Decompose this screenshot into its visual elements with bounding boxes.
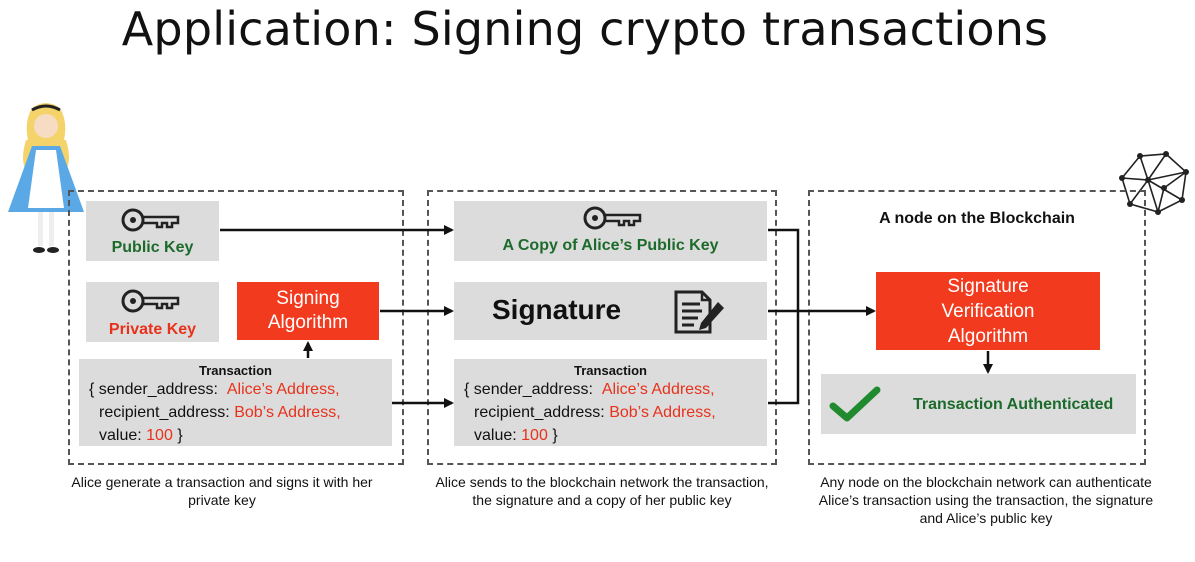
transaction-value-line: value: 100 } xyxy=(474,425,558,447)
sender-value: Alice’s Address, xyxy=(226,381,340,398)
private-key-label: Private Key xyxy=(108,321,197,338)
copy-public-key-label: A Copy of Alice’s Public Key xyxy=(502,237,719,254)
public-key-box: Public Key xyxy=(86,201,219,261)
recipient-value: Bob’s Address, xyxy=(234,404,341,421)
authenticated-box: Transaction Authenticated xyxy=(821,374,1136,434)
key-icon xyxy=(121,208,180,232)
public-key-label: Public Key xyxy=(111,239,194,256)
document-pen-icon xyxy=(674,290,724,334)
transaction-copy-box: Transaction { sender_address: Alice’s Ad… xyxy=(454,359,767,446)
key-icon xyxy=(583,206,642,230)
value-key: value: xyxy=(474,427,517,444)
brace-close: } xyxy=(552,427,558,444)
transaction-recipient-line: recipient_address: Bob’s Address, xyxy=(474,402,716,424)
caption-alice: Alice generate a transaction and signs i… xyxy=(71,474,373,508)
key-icon xyxy=(121,289,180,313)
value-key: value: xyxy=(99,427,142,444)
transaction-sender-line: { sender_address: Alice’s Address, xyxy=(89,379,340,401)
copy-public-key-box: A Copy of Alice’s Public Key xyxy=(454,201,767,261)
signature-box: Signature xyxy=(454,282,767,340)
sender-key: { sender_address: xyxy=(464,381,593,398)
transaction-recipient-line: recipient_address: Bob’s Address, xyxy=(99,402,341,424)
transaction-title: Transaction xyxy=(574,363,647,378)
signing-algorithm-box: Signing Algorithm xyxy=(237,282,379,340)
recipient-value: Bob’s Address, xyxy=(609,404,716,421)
checkmark-icon xyxy=(829,386,881,422)
caption-network: Alice sends to the blockchain network th… xyxy=(435,474,769,508)
authenticated-label: Transaction Authenticated xyxy=(913,396,1114,413)
verification-algorithm-box: Signature Verification Algorithm xyxy=(876,272,1100,350)
sender-value: Alice’s Address, xyxy=(601,381,715,398)
signature-label: Signature xyxy=(492,294,622,325)
panel-alice xyxy=(68,190,404,465)
alice-figure-icon xyxy=(8,103,84,253)
recipient-key: recipient_address: xyxy=(99,404,230,421)
private-key-box: Private Key xyxy=(86,282,219,342)
value-value: 100 xyxy=(146,427,173,444)
panel-node xyxy=(808,190,1146,465)
sender-key: { sender_address: xyxy=(89,381,218,398)
value-value: 100 xyxy=(521,427,548,444)
node-title: A node on the Blockchain xyxy=(879,210,1075,227)
bracket-panel2 xyxy=(768,228,800,405)
caption-node: Any node on the blockchain network can a… xyxy=(818,474,1154,526)
network-graph-icon xyxy=(1119,151,1189,215)
transaction-value-line: value: 100 } xyxy=(99,425,183,447)
transaction-box: Transaction { sender_address: Alice’s Ad… xyxy=(79,359,392,446)
page-title: Application: Signing crypto transactions xyxy=(121,2,1049,56)
panel-network xyxy=(427,190,777,465)
transaction-sender-line: { sender_address: Alice’s Address, xyxy=(464,379,715,401)
transaction-title: Transaction xyxy=(199,363,272,378)
recipient-key: recipient_address: xyxy=(474,404,605,421)
brace-close: } xyxy=(177,427,183,444)
